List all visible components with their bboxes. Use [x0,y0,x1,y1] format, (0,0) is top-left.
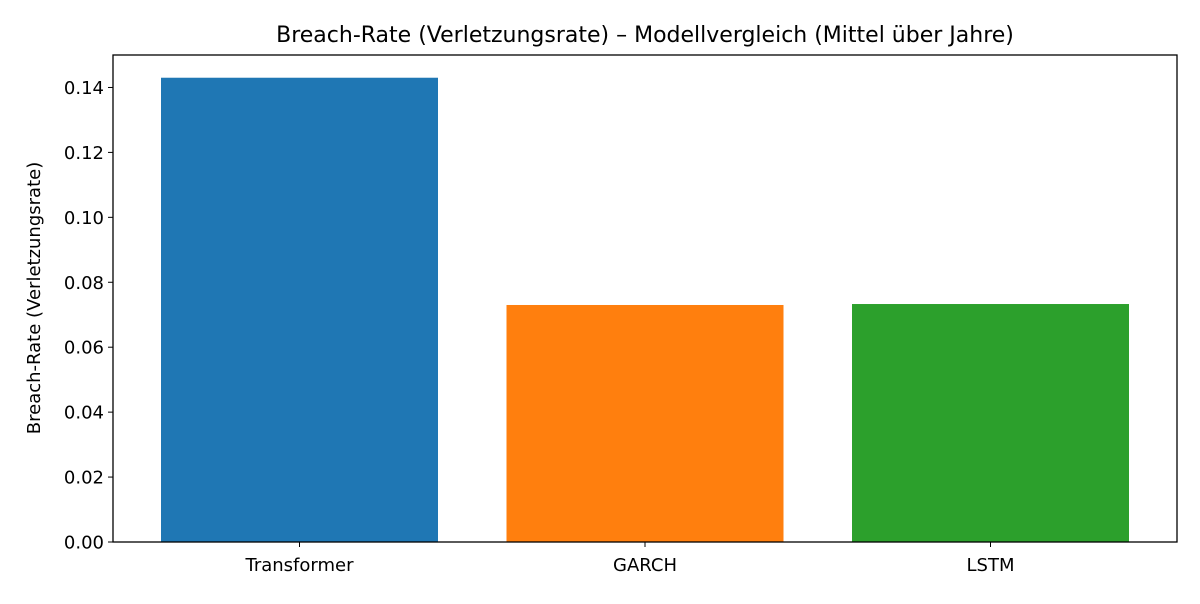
y-tick-label: 0.06 [64,338,104,359]
bar-garch [506,304,784,542]
y-tick-label: 0.12 [64,143,104,164]
x-tick-label: GARCH [613,555,677,576]
y-axis-label: Breach-Rate (Verletzungsrate) [24,162,45,434]
x-tick-label: LSTM [967,555,1015,576]
bar-transformer [161,77,438,542]
plot-area: Transformer GARCH LSTM 0.00 0.02 0.04 0.06 0.08… [64,54,1178,576]
chart-title: Breach-Rate (Verletzungsrate) – Modellve… [276,23,1014,48]
x-tick-label: Transformer [244,555,354,576]
bar-lstm [852,304,1129,542]
y-tick-label: 0.14 [64,78,104,99]
y-tick-label: 0.02 [64,468,104,489]
y-tick-label: 0.10 [64,208,104,229]
y-tick-label: 0.08 [64,273,104,294]
axes-frame [112,54,1178,543]
y-tick-label: 0.00 [64,533,104,554]
y-tick-label: 0.04 [64,403,104,424]
